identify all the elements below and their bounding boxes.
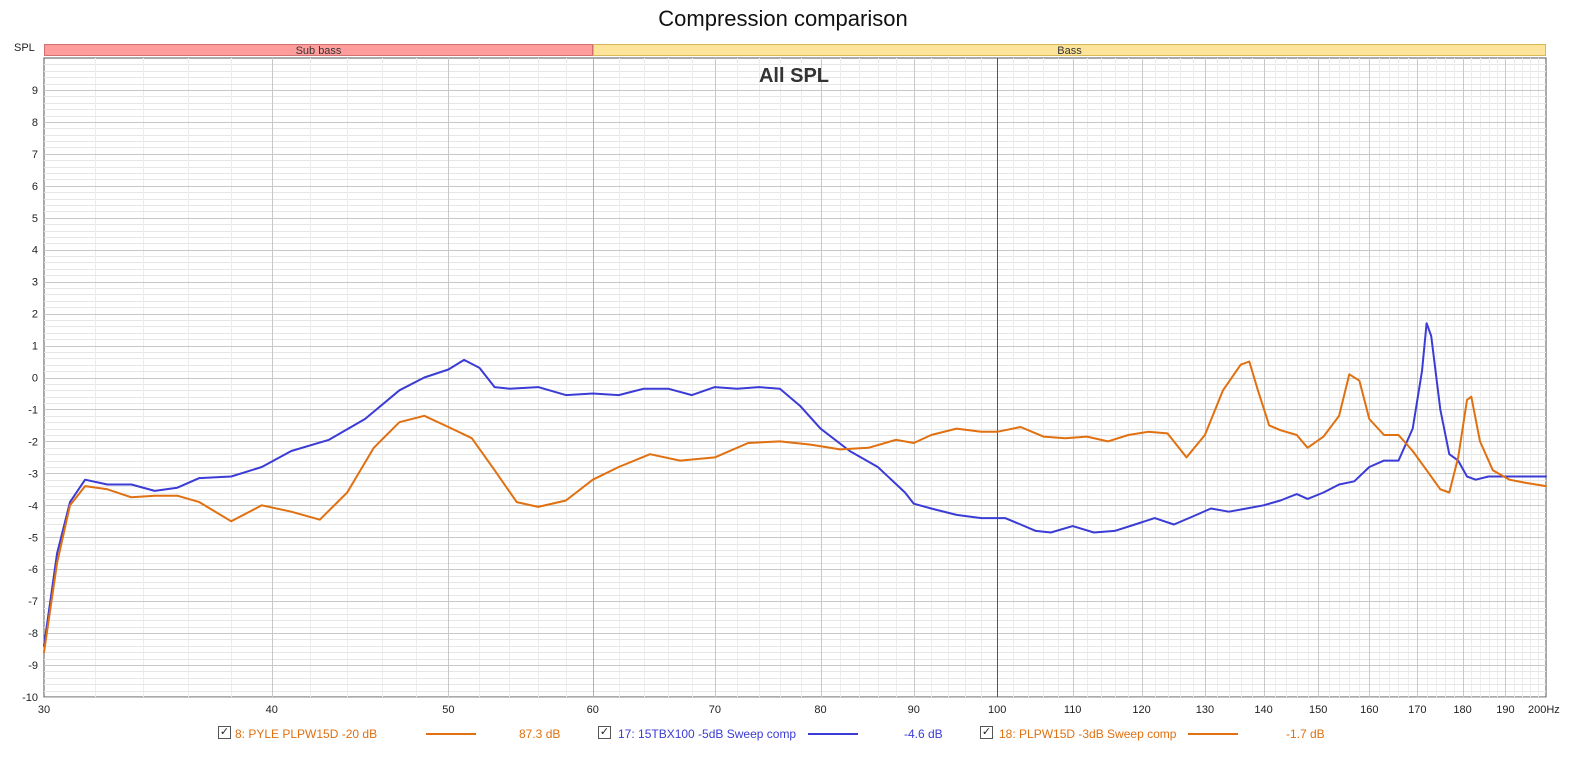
y-tick-label: -10 xyxy=(22,692,38,704)
x-tick-label: 140 xyxy=(1254,704,1272,716)
legend-swatch-plpw15d xyxy=(1188,733,1238,735)
y-tick-label: -5 xyxy=(28,532,38,544)
legend-swatch-pyle xyxy=(426,733,476,735)
x-tick-label: 170 xyxy=(1408,704,1426,716)
legend-label-pyle: 8: PYLE PLPW15D -20 dB xyxy=(235,727,378,741)
y-tick-label: 1 xyxy=(32,341,38,353)
x-tick-label: 150 xyxy=(1309,704,1327,716)
y-tick-label: 8 xyxy=(32,117,38,129)
x-tick-label: 160 xyxy=(1360,704,1378,716)
x-tick-label: 70 xyxy=(709,704,721,716)
y-tick-label: -9 xyxy=(28,660,38,672)
x-tick-label: 80 xyxy=(814,704,826,716)
legend-checkbox-pyle[interactable]: ✓ xyxy=(218,726,231,739)
y-tick-label: 3 xyxy=(32,277,38,289)
series-line-plpw15d xyxy=(43,360,1547,654)
x-tick-label: 190 xyxy=(1496,704,1514,716)
y-tick-label: -4 xyxy=(28,500,38,512)
y-tick-label: -2 xyxy=(28,436,38,448)
y-tick-label: 6 xyxy=(32,181,38,193)
legend-checkbox-15tbx100[interactable]: ✓ xyxy=(598,726,611,739)
legend-checkbox-plpw15d[interactable]: ✓ xyxy=(980,726,993,739)
chart-title: Compression comparison xyxy=(658,6,908,31)
x-tick-label: 200Hz xyxy=(1528,704,1560,716)
y-tick-label: 2 xyxy=(32,309,38,321)
y-tick-label: -6 xyxy=(28,564,38,576)
x-tick-label: 90 xyxy=(908,704,920,716)
y-tick-label: 4 xyxy=(32,245,38,257)
legend: ✓ 8: PYLE PLPW15D -20 dB 87.3 dB ✓ 17: 1… xyxy=(0,724,1590,744)
plot-label: All SPL xyxy=(759,65,829,87)
y-tick-label: -1 xyxy=(28,404,38,416)
legend-label-plpw15d: 18: PLPW15D -3dB Sweep comp xyxy=(999,727,1177,741)
x-tick-label: 110 xyxy=(1064,704,1082,716)
series-line-15tbx100 xyxy=(43,322,1547,647)
legend-label-15tbx100: 17: 15TBX100 -5dB Sweep comp xyxy=(618,727,797,741)
legend-value-15tbx100: -4.6 dB xyxy=(904,727,943,741)
x-tick-label: 40 xyxy=(266,704,278,716)
x-tick-label: 130 xyxy=(1196,704,1214,716)
legend-swatch-15tbx100 xyxy=(808,733,858,735)
y-axis-label: SPL xyxy=(14,42,35,54)
y-tick-label: 7 xyxy=(32,149,38,161)
legend-value-pyle: 87.3 dB xyxy=(519,727,561,741)
band-bass: Bass xyxy=(593,44,1546,57)
plot-frame xyxy=(43,57,1547,698)
x-tick-label: 100 xyxy=(988,704,1006,716)
x-tick-label: 50 xyxy=(442,704,454,716)
x-tick-label: 120 xyxy=(1132,704,1150,716)
x-tick-label: 30 xyxy=(38,704,50,716)
y-tick-label: 5 xyxy=(32,213,38,225)
legend-value-plpw15d: -1.7 dB xyxy=(1286,727,1325,741)
y-tick-label: 9 xyxy=(32,85,38,97)
y-tick-label: -7 xyxy=(28,596,38,608)
y-tick-label: -3 xyxy=(28,468,38,480)
x-tick-label: 60 xyxy=(587,704,599,716)
y-tick-label: -8 xyxy=(28,628,38,640)
y-tick-label: 0 xyxy=(32,373,38,385)
x-tick-label: 180 xyxy=(1453,704,1471,716)
band-sub-bass: Sub bass xyxy=(44,44,593,57)
